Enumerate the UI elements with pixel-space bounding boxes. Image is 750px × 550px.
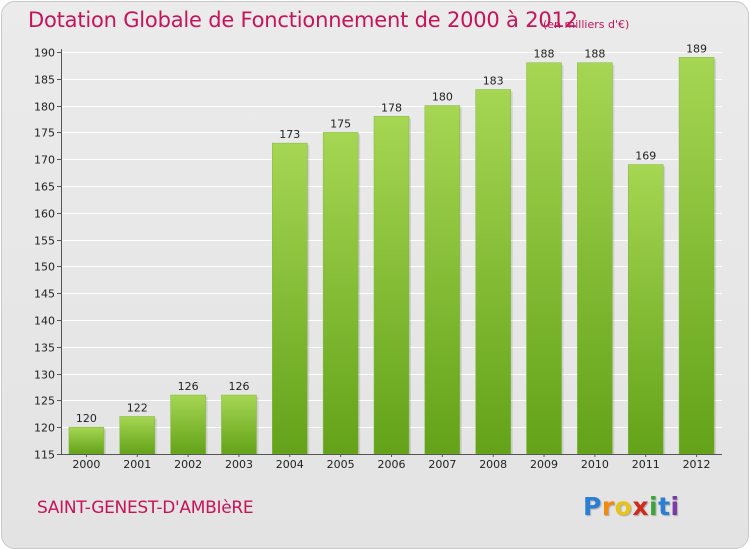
data-label: 178 (381, 101, 402, 114)
bar (322, 132, 359, 455)
x-tick-label: 2011 (632, 458, 660, 471)
x-tick-label: 2001 (123, 458, 151, 471)
x-tick-label: 2007 (428, 458, 456, 471)
data-label: 183 (483, 75, 504, 88)
unit-note: (en milliers d'€) (543, 18, 630, 31)
data-label: 169 (635, 150, 656, 163)
bar (373, 116, 410, 455)
bar (68, 426, 105, 455)
y-tick-label: 135 (34, 342, 55, 355)
y-tick-label: 120 (34, 422, 55, 435)
y-tick-label: 145 (34, 288, 55, 301)
y-tick-label: 190 (34, 47, 55, 60)
bar (170, 394, 206, 455)
proxiti-logo: Proxiti (583, 492, 680, 521)
bar (221, 394, 257, 455)
logo-letter: x (632, 492, 649, 521)
y-tick-label: 140 (34, 315, 55, 328)
logo-letter: i (670, 492, 680, 521)
data-label: 180 (432, 91, 453, 104)
y-tick-label: 175 (34, 127, 55, 140)
x-tick-label: 2002 (174, 458, 202, 471)
logo-letter: i (649, 492, 659, 521)
x-tick-label: 2004 (276, 458, 304, 471)
logo-letter: t (658, 492, 671, 521)
y-tick-label: 125 (34, 395, 55, 408)
y-tick-label: 170 (34, 154, 55, 167)
bar (678, 57, 715, 455)
axes (57, 49, 722, 457)
x-tick-label: 2000 (72, 458, 100, 471)
data-label: 173 (279, 128, 300, 141)
data-label: 175 (330, 117, 351, 130)
data-label: 189 (686, 42, 707, 55)
bar (475, 89, 511, 455)
data-label: 120 (76, 412, 97, 425)
y-tick-label: 180 (34, 101, 55, 114)
x-tick-label: 2006 (378, 458, 406, 471)
data-label: 126 (228, 380, 249, 393)
y-tick-label: 160 (34, 208, 55, 221)
y-tick-label: 165 (34, 181, 55, 194)
bar (119, 416, 156, 455)
bar (577, 62, 613, 455)
data-label: 122 (127, 401, 148, 414)
x-tick-label: 2008 (479, 458, 507, 471)
data-label: 188 (534, 48, 555, 61)
y-tick-label: 155 (34, 235, 55, 248)
bar (424, 105, 461, 455)
x-tick-label: 2005 (327, 458, 355, 471)
data-label: 188 (584, 48, 605, 61)
bar (272, 142, 308, 455)
bars (68, 57, 717, 455)
logo-letter: P (583, 492, 602, 521)
labels: 115 120 125 130 135 140 145 150 155 160 165 170 175 1… (34, 42, 711, 471)
logo-letter: r (601, 492, 615, 521)
x-tick-label: 2010 (581, 458, 609, 471)
y-tick-label: 130 (34, 369, 55, 382)
logo-letter: o (614, 492, 633, 521)
y-tick-label: 150 (34, 261, 55, 274)
x-tick-label: 2003 (225, 458, 253, 471)
data-label: 126 (178, 380, 199, 393)
y-tick-label: 115 (34, 449, 55, 462)
bar (627, 164, 664, 455)
commune-name: SAINT-GENEST-D'AMBIèRE (37, 498, 254, 518)
chart-title: Dotation Globale de Fonctionnement de 20… (28, 8, 578, 32)
x-tick-label: 2009 (530, 458, 558, 471)
y-tick-label: 185 (34, 74, 55, 87)
bar (526, 62, 562, 455)
x-tick-label: 2012 (683, 458, 711, 471)
